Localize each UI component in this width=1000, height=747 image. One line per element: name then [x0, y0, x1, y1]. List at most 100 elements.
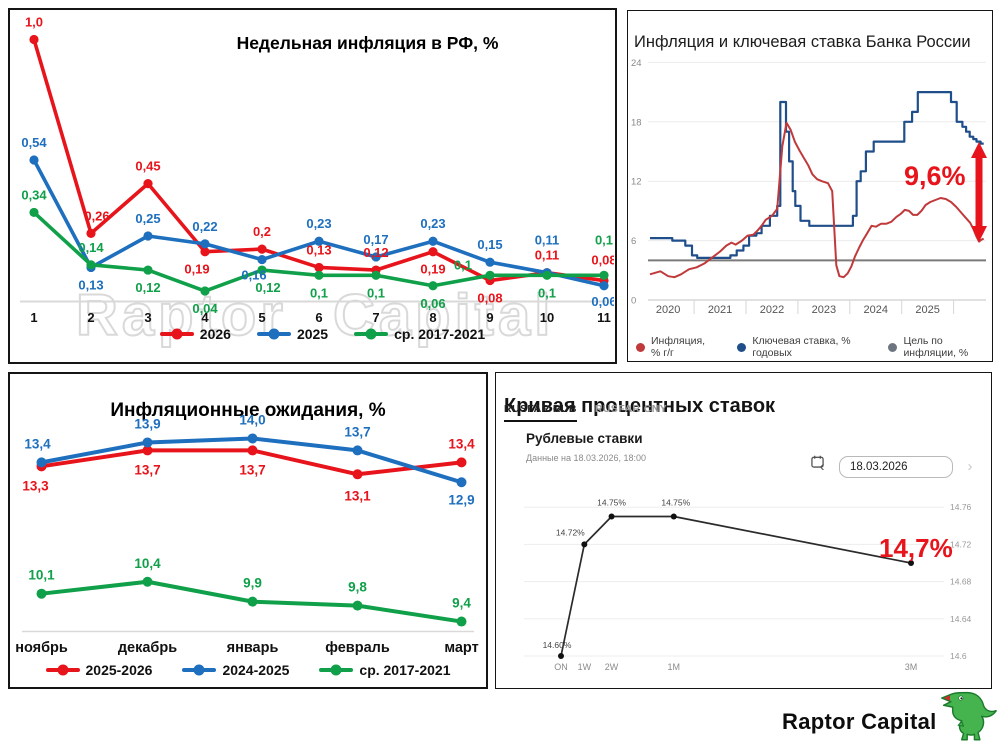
- legend-item: Цель по инфляции, %: [888, 335, 988, 359]
- svg-text:2022: 2022: [760, 304, 784, 316]
- svg-text:январь: январь: [227, 640, 279, 656]
- svg-text:0,17: 0,17: [363, 232, 388, 247]
- weekly-inflation-title: Недельная инфляция в РФ, %: [236, 32, 499, 53]
- svg-text:1W: 1W: [578, 662, 592, 672]
- svg-text:10,1: 10,1: [28, 568, 55, 583]
- legend-item: ср. 2017-2021: [354, 326, 485, 342]
- expectations-title: Инфляционные ожидания, %: [110, 399, 386, 421]
- svg-text:февраль: февраль: [325, 640, 390, 656]
- svg-text:14.60%: 14.60%: [543, 640, 572, 650]
- svg-text:13,4: 13,4: [24, 436, 51, 451]
- svg-text:14.75%: 14.75%: [597, 498, 626, 508]
- panel-weekly-inflation: Raptor Capital Недельная инфляция в РФ, …: [8, 8, 617, 364]
- svg-text:14.6: 14.6: [950, 651, 967, 661]
- svg-text:12,9: 12,9: [448, 492, 474, 507]
- svg-text:14.76: 14.76: [950, 502, 972, 512]
- tab-rusfar-rub[interactable]: RUSFAR RUB: [504, 403, 577, 422]
- raptor-capital-logo: Raptor Capital: [772, 691, 998, 747]
- legend-item: 2025: [256, 326, 328, 342]
- svg-text:3M: 3M: [905, 662, 918, 672]
- raptor-logo-icon: [941, 691, 997, 741]
- key-rate-legend: Инфляция, % г/г Ключевая ставка, % годовы…: [636, 335, 988, 359]
- svg-text:0,23: 0,23: [306, 216, 331, 231]
- svg-text:1M: 1M: [668, 662, 681, 672]
- svg-text:14.75%: 14.75%: [661, 498, 690, 508]
- svg-text:ON: ON: [554, 662, 568, 672]
- svg-text:ноябрь: ноябрь: [15, 640, 68, 656]
- three-month-rate-annotation: 14,7%: [879, 533, 953, 563]
- logo-text: Raptor Capital: [782, 709, 937, 734]
- date-navigation: ‹ 18.03.2026 ›: [811, 455, 981, 479]
- svg-text:2021: 2021: [708, 304, 732, 316]
- next-date-button[interactable]: ›: [959, 455, 981, 479]
- svg-text:6: 6: [631, 236, 636, 247]
- svg-text:13,1: 13,1: [344, 488, 371, 503]
- svg-text:0,16: 0,16: [241, 268, 266, 283]
- svg-text:1,0: 1,0: [25, 15, 43, 30]
- svg-text:0,1: 0,1: [454, 257, 472, 272]
- svg-text:0,54: 0,54: [21, 135, 47, 150]
- expectations-legend: 2025-2026 2024-2025 ср. 2017-2021: [10, 662, 486, 678]
- data-timestamp-note: Данные на 18.03.2026, 18:00: [526, 453, 647, 463]
- legend-item: 2025-2026: [45, 662, 152, 678]
- date-value: 18.03.2026: [850, 461, 908, 473]
- svg-text:18: 18: [631, 117, 642, 128]
- weekly-inflation-legend: 2026 2025 ср. 2017-2021: [30, 326, 615, 342]
- date-picker[interactable]: 18.03.2026: [811, 455, 953, 478]
- svg-text:14.64: 14.64: [950, 614, 972, 624]
- svg-text:0,19: 0,19: [184, 262, 209, 277]
- svg-text:0,26: 0,26: [84, 208, 109, 223]
- svg-text:2024: 2024: [864, 304, 888, 316]
- svg-text:9,4: 9,4: [452, 596, 471, 611]
- svg-text:13,4: 13,4: [448, 436, 475, 451]
- svg-text:0,19: 0,19: [420, 262, 445, 277]
- legend-item: Ключевая ставка, % годовых: [737, 335, 864, 359]
- svg-text:10,4: 10,4: [134, 556, 161, 571]
- legend-item: 2024-2025: [182, 662, 289, 678]
- legend-item: 2026: [159, 326, 231, 342]
- svg-text:14.68: 14.68: [950, 577, 972, 587]
- watermark: Raptor Capital: [75, 282, 555, 349]
- svg-text:13,7: 13,7: [344, 424, 370, 439]
- svg-text:0,23: 0,23: [420, 216, 445, 231]
- svg-text:9,8: 9,8: [348, 580, 367, 595]
- svg-text:24: 24: [631, 58, 642, 69]
- svg-text:13,7: 13,7: [134, 462, 160, 477]
- panel-expectations: Инфляционные ожидания, % ноябрь декабрь ян…: [8, 372, 488, 689]
- tab-rusfar-cny[interactable]: RUSFAR CNY: [594, 403, 668, 415]
- svg-text:0,06: 0,06: [591, 294, 614, 309]
- svg-text:0,12: 0,12: [363, 245, 388, 260]
- svg-text:0,14: 0,14: [78, 240, 104, 255]
- svg-text:март: март: [444, 640, 478, 656]
- svg-text:2025: 2025: [915, 304, 939, 316]
- svg-text:11: 11: [597, 310, 611, 325]
- svg-text:0,1: 0,1: [595, 232, 613, 247]
- rate-gap-annotation: 9,6%: [904, 161, 966, 191]
- svg-text:0,34: 0,34: [21, 187, 47, 202]
- svg-text:14.72%: 14.72%: [556, 527, 585, 537]
- svg-text:13,7: 13,7: [239, 462, 265, 477]
- ruble-rates-subtitle: Рублевые ставки: [526, 431, 643, 446]
- svg-text:2W: 2W: [605, 662, 619, 672]
- svg-text:0: 0: [631, 296, 636, 307]
- svg-text:1: 1: [30, 310, 37, 325]
- prev-date-button[interactable]: ‹: [811, 455, 833, 479]
- svg-text:0,11: 0,11: [535, 248, 560, 263]
- svg-text:2023: 2023: [812, 304, 836, 316]
- svg-text:0,15: 0,15: [477, 237, 502, 252]
- panel-key-rate: Инфляция и ключевая ставка Банка России …: [627, 10, 993, 362]
- key-rate-title: Инфляция и ключевая ставка Банка России: [634, 32, 971, 51]
- svg-text:0,45: 0,45: [135, 159, 160, 174]
- svg-text:2020: 2020: [656, 304, 680, 316]
- rate-curve-chart: 14.6 14.64 14.68 14.72 14.76 14.60% ON 14.72% 1W…: [524, 498, 972, 672]
- svg-text:0,22: 0,22: [192, 219, 217, 234]
- svg-text:0,08: 0,08: [591, 253, 614, 268]
- svg-text:0,13: 0,13: [306, 242, 331, 257]
- svg-text:12: 12: [631, 177, 642, 188]
- panel-rate-curve: Кривая процентных ставок RUSFAR RUB RUSF…: [495, 372, 992, 689]
- svg-text:14.72: 14.72: [950, 539, 972, 549]
- svg-text:0,11: 0,11: [535, 233, 560, 248]
- legend-item: Инфляция, % г/г: [636, 335, 713, 359]
- rate-curve-title: Кривая процентных ставок: [504, 394, 776, 417]
